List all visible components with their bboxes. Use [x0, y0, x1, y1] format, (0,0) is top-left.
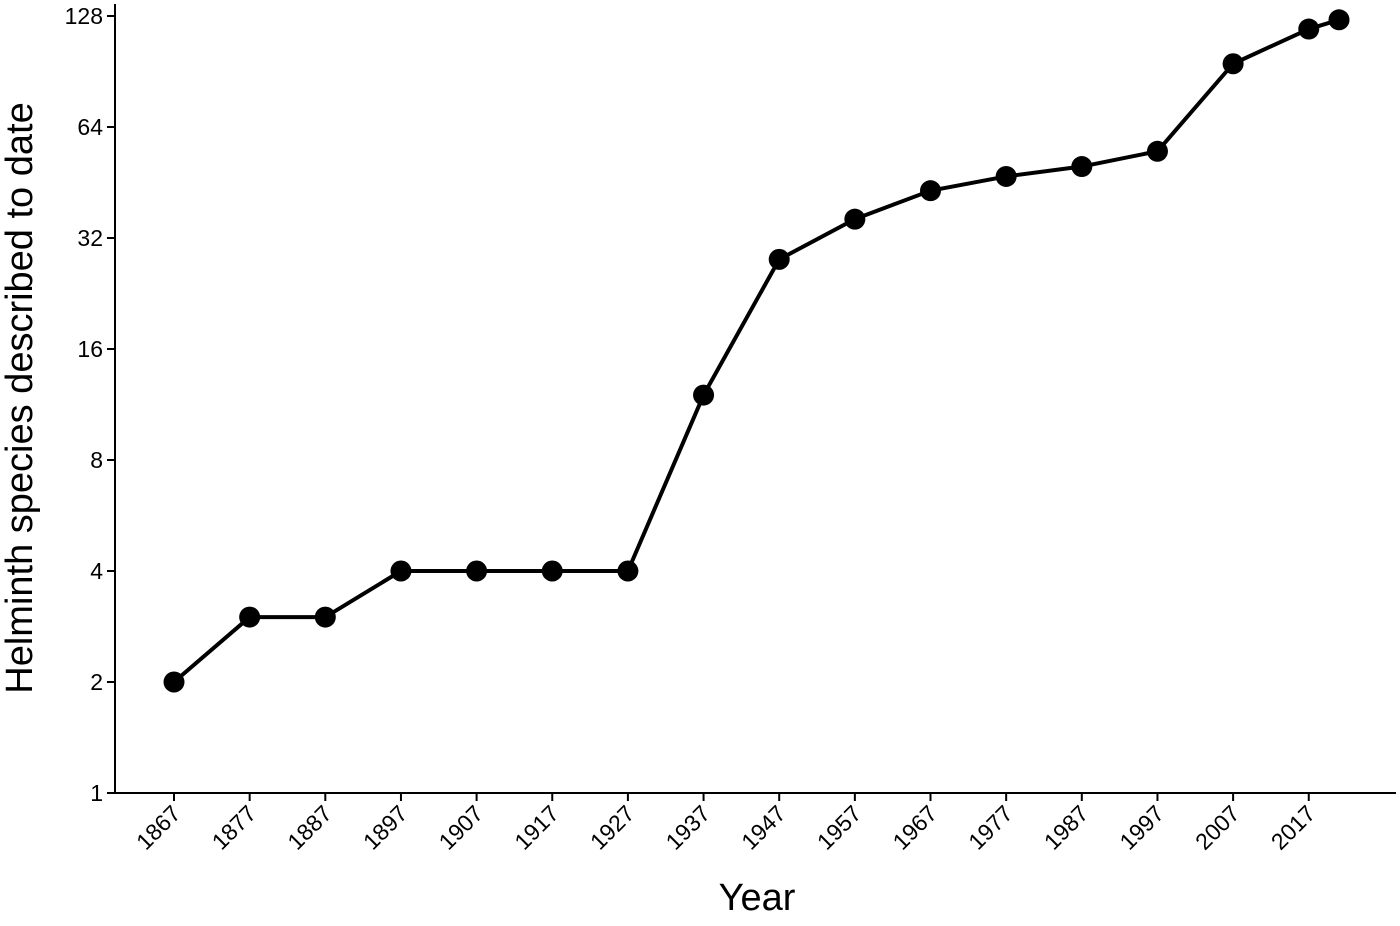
point	[466, 560, 488, 582]
x-tick-label: 1897	[358, 800, 413, 855]
point	[314, 606, 336, 628]
y-tick-label: 16	[77, 336, 103, 362]
x-tick-label: 1937	[661, 800, 716, 855]
point	[844, 208, 866, 230]
point	[163, 671, 185, 693]
x-tick-label: 2007	[1190, 800, 1245, 855]
point	[1222, 53, 1244, 75]
x-tick-label: 1917	[509, 800, 564, 855]
x-tick-label: 1977	[963, 800, 1018, 855]
y-tick-label: 2	[90, 669, 103, 695]
x-axis-title: Year	[719, 877, 796, 919]
point	[995, 165, 1017, 187]
x-tick-label: 1957	[812, 800, 867, 855]
y-tick-label: 4	[90, 558, 103, 584]
point	[617, 560, 639, 582]
point	[239, 606, 261, 628]
line	[172, 17, 1340, 684]
x-tick-label: 1887	[282, 800, 337, 855]
point	[693, 384, 715, 406]
point	[1328, 9, 1350, 31]
x-tick-label: 1987	[1039, 800, 1094, 855]
y-tick-label: 1	[90, 780, 103, 806]
x-tick-label: 1877	[207, 800, 262, 855]
point	[920, 180, 942, 202]
y-tick-label: 8	[90, 447, 103, 473]
y-tick-label: 128	[65, 3, 103, 29]
x-tick-label: 1967	[887, 800, 942, 855]
x-tick-label: 1997	[1114, 800, 1169, 855]
point	[1071, 156, 1093, 178]
x-tick-label: 1927	[585, 800, 640, 855]
x-tick-label: 1947	[736, 800, 791, 855]
x-tick-label: 1867	[131, 800, 186, 855]
point	[768, 248, 790, 270]
y-axis-title: Helminth species described to date	[0, 102, 41, 693]
point	[541, 560, 563, 582]
point	[1298, 18, 1320, 40]
point	[1146, 140, 1168, 162]
x-tick-label: 2017	[1266, 800, 1321, 855]
y-tick-label: 32	[77, 225, 103, 251]
y-tick-label: 64	[77, 114, 103, 140]
x-tick-label: 1907	[434, 800, 489, 855]
point	[390, 560, 412, 582]
